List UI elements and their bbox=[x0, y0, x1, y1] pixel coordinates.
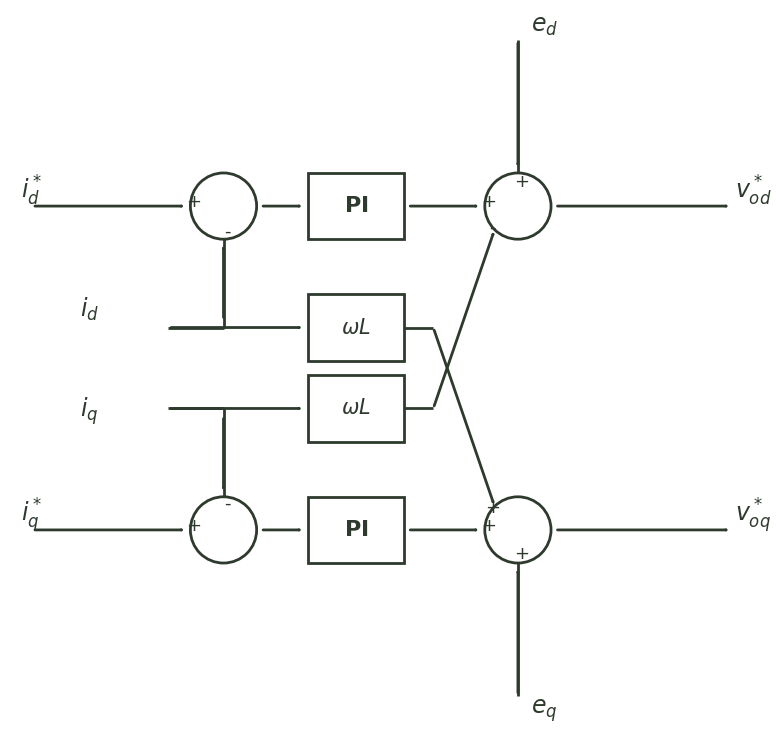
Text: +: + bbox=[481, 194, 496, 211]
Text: $\omega L$: $\omega L$ bbox=[341, 398, 371, 419]
Text: $i_q$: $i_q$ bbox=[80, 395, 99, 427]
Text: +: + bbox=[514, 545, 529, 563]
Text: +: + bbox=[186, 517, 202, 535]
Text: $i_q^*$: $i_q^*$ bbox=[21, 496, 43, 534]
Text: -: - bbox=[490, 219, 496, 236]
Text: +: + bbox=[481, 517, 496, 535]
Text: $\omega L$: $\omega L$ bbox=[341, 317, 371, 338]
Text: $i_d$: $i_d$ bbox=[80, 296, 99, 322]
Text: -: - bbox=[224, 495, 230, 513]
Text: $\mathbf{PI}$: $\mathbf{PI}$ bbox=[344, 196, 368, 216]
Text: $i_d^*$: $i_d^*$ bbox=[21, 174, 43, 208]
Text: $v_{oq}^*$: $v_{oq}^*$ bbox=[735, 496, 771, 534]
Text: +: + bbox=[514, 173, 529, 191]
Text: +: + bbox=[485, 500, 501, 517]
Text: $e_q$: $e_q$ bbox=[531, 697, 557, 723]
Text: $\mathbf{PI}$: $\mathbf{PI}$ bbox=[344, 520, 368, 540]
Text: $v_{od}^*$: $v_{od}^*$ bbox=[735, 174, 771, 208]
Text: +: + bbox=[186, 194, 202, 211]
Text: $e_d$: $e_d$ bbox=[531, 14, 558, 38]
Text: -: - bbox=[224, 223, 230, 241]
